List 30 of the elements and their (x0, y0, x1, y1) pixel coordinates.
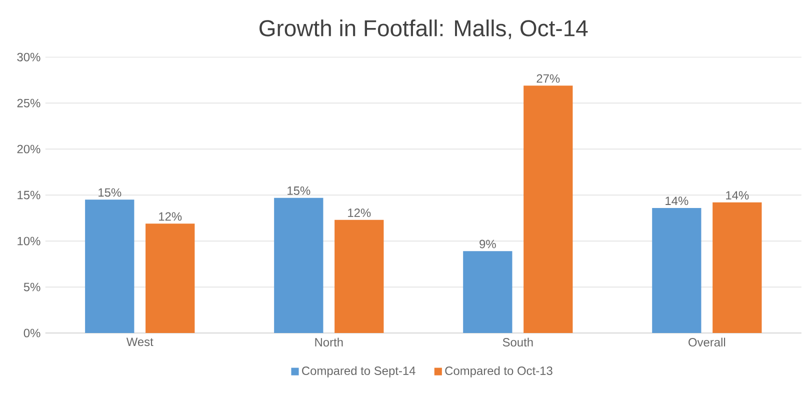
data-label: 9% (480, 240, 496, 248)
bar (652, 208, 702, 334)
data-label: 14% (666, 196, 688, 206)
y-tick-label: 30% (17, 52, 40, 62)
data-label: 12% (159, 212, 182, 221)
chart-title: Growth in Footfall: Malls, Oct-14 (260, 20, 588, 40)
x-tick-label: West (126, 338, 154, 346)
y-tick-label: 0% (24, 328, 40, 338)
bar (85, 200, 134, 334)
data-label: 27% (536, 74, 560, 83)
legend-label: Compared to Oct-13 (445, 366, 552, 378)
data-label: 12% (348, 208, 371, 217)
x-tick-label: South (502, 338, 533, 347)
y-tick-label: 5% (24, 282, 40, 292)
x-tick-label: Overall (688, 338, 726, 347)
legend-label: Compared to Sept-14 (302, 366, 416, 378)
y-tick-label: 15% (18, 190, 40, 200)
bar (524, 86, 573, 334)
y-tick-label: 25% (17, 98, 40, 108)
x-tick-label: North (315, 338, 343, 347)
bar (463, 251, 512, 334)
y-tick-label: 20% (17, 144, 40, 154)
bar (274, 198, 324, 334)
data-label: 15% (288, 186, 310, 195)
bar (334, 220, 384, 334)
data-label: 15% (98, 188, 122, 197)
bar (146, 224, 195, 334)
bar (712, 202, 762, 334)
y-tick-label: 10% (18, 236, 40, 246)
data-label: 14% (726, 191, 749, 200)
